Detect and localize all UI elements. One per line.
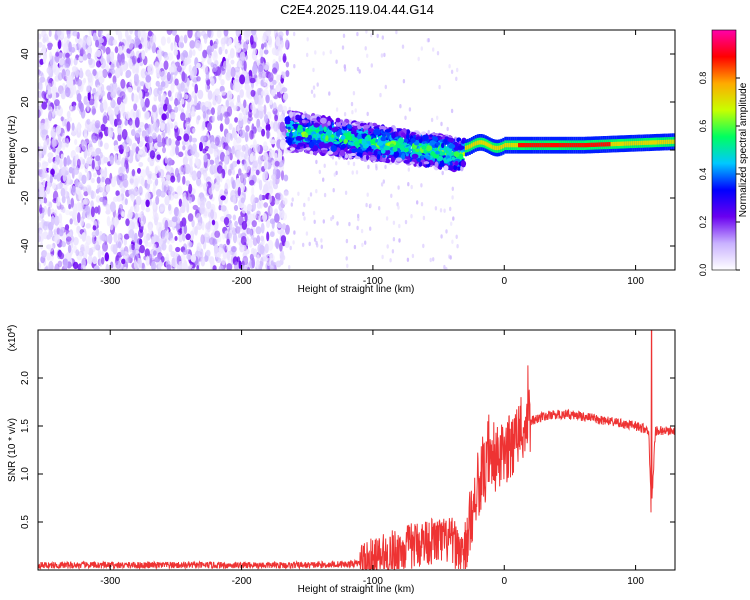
- chart-title: C2E4.2025.119.04.44.G14: [280, 2, 434, 17]
- colorbar-tick-label: 0.8: [698, 72, 708, 85]
- snr-multiplier: (x104): [7, 325, 19, 352]
- colorbar-ticks: 0.0 0.2 0.4 0.6 0.8: [698, 72, 740, 277]
- x-tick-label: -200: [232, 576, 252, 587]
- y-tick-label: 1.5: [20, 419, 31, 433]
- x-tick-label: 0: [501, 276, 507, 287]
- spectrogram-y-label: Frequency (Hz): [7, 116, 18, 185]
- colorbar-label: Normalized spectral amplitude: [738, 82, 749, 217]
- snr-frame: [37, 329, 676, 571]
- snr-x-label: Height of straight line (km): [298, 584, 415, 595]
- x-tick-label: -100: [363, 276, 383, 287]
- y-tick-label: -40: [20, 238, 31, 253]
- y-tick-label: 20: [20, 96, 31, 108]
- colorbar-tick-label: 0.0: [698, 264, 708, 277]
- x-tick-label: -300: [100, 276, 120, 287]
- snr-y-ticks: 0.5 1.0 1.5 2.0: [20, 371, 675, 529]
- colorbar-tick-label: 0.2: [698, 216, 708, 229]
- y-tick-label: 0.5: [20, 515, 31, 529]
- y-tick-label: 1.0: [20, 467, 31, 481]
- y-tick-label: 40: [20, 48, 31, 60]
- spectrogram-y-ticks: -40 -20 0 20 40: [20, 48, 675, 253]
- x-tick-label: -300: [100, 576, 120, 587]
- y-tick-label: -20: [20, 190, 31, 205]
- colorbar: 0.0 0.2 0.4 0.6 0.8 Normalized spectral ampl…: [698, 29, 749, 277]
- x-tick-label: 100: [627, 276, 644, 287]
- snr-x-ticks: -300 -200 -100 0 100: [100, 330, 644, 587]
- snr-y-label: SNR (10 * v/v): [7, 418, 18, 482]
- snr-series-line: [38, 330, 675, 570]
- y-tick-label: 2.0: [20, 371, 31, 385]
- snr-panel: -300 -200 -100 0 100 0.5 1.0 1.5 2.0 Height of …: [7, 325, 676, 595]
- x-tick-label: -100: [363, 576, 383, 587]
- colorbar-frame: [711, 29, 737, 271]
- spectrogram-heatmap: [38, 30, 675, 270]
- colorbar-tick-label: 0.6: [698, 120, 708, 133]
- colorbar-gradient: [712, 30, 736, 270]
- colorbar-tick-label: 0.4: [698, 168, 708, 181]
- x-tick-label: 100: [627, 576, 644, 587]
- x-tick-label: 0: [501, 576, 507, 587]
- spectrogram-x-ticks: -300 -200 -100 0 100: [100, 30, 644, 287]
- spectrogram-x-label: Height of straight line (km): [298, 284, 415, 295]
- y-tick-label: 0: [20, 147, 31, 153]
- x-tick-label: -200: [232, 276, 252, 287]
